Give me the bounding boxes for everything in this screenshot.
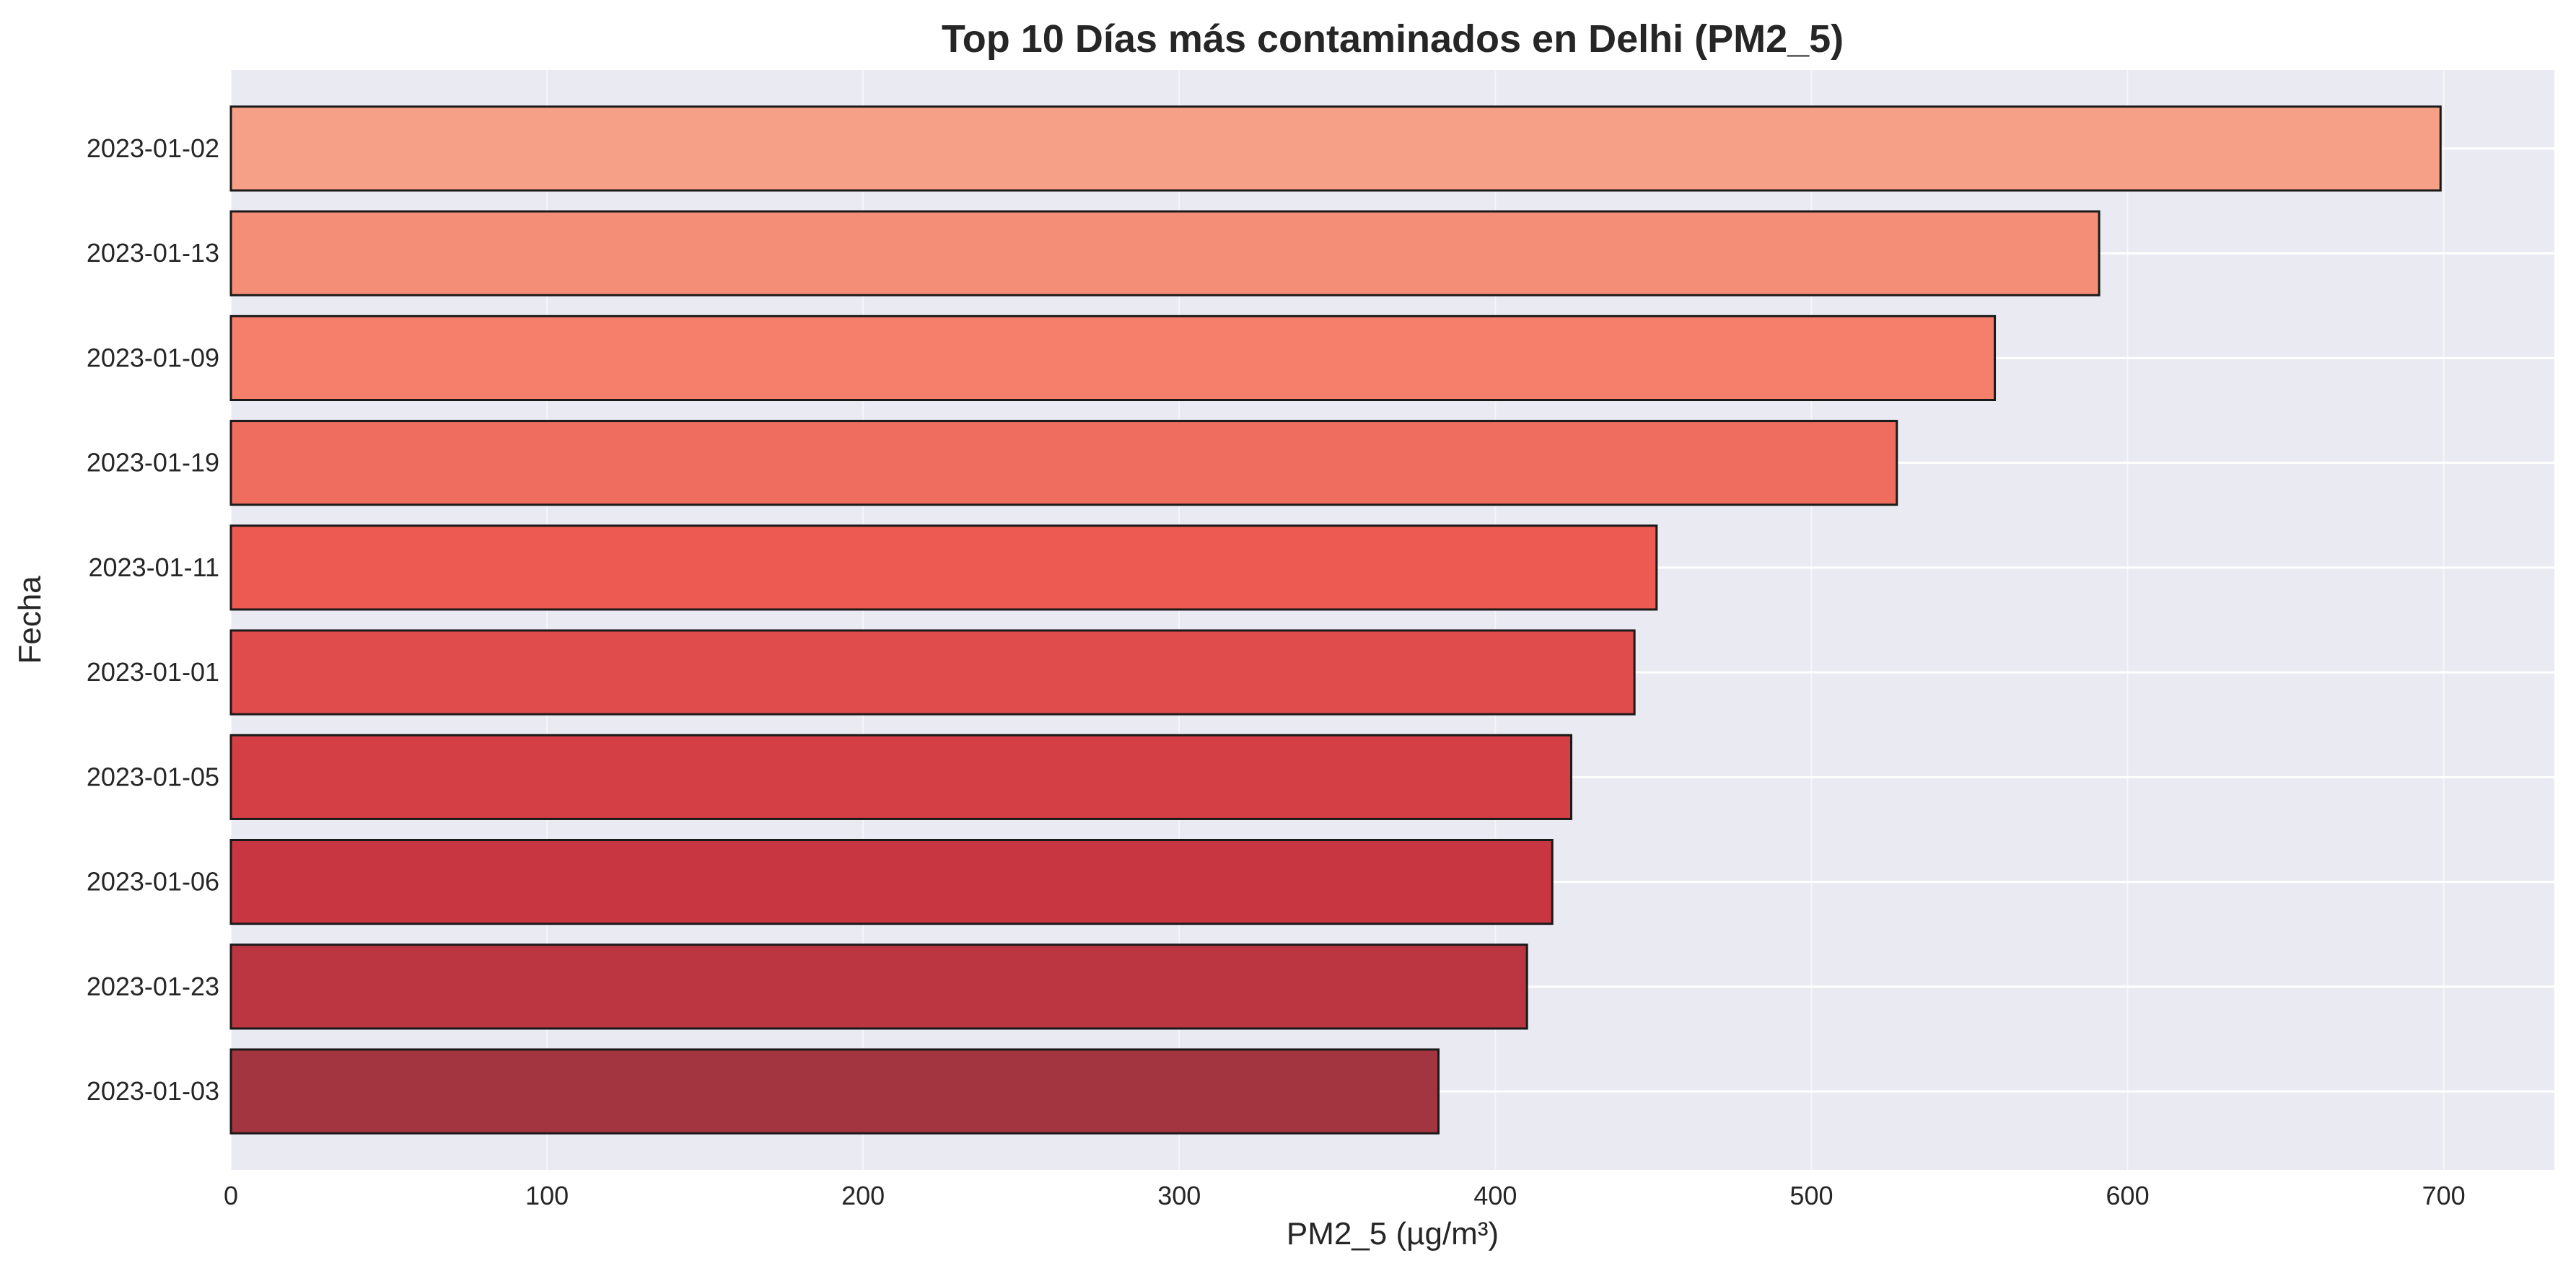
x-tick-label: 600	[2106, 1181, 2150, 1210]
y-tick-label: 2023-01-13	[87, 238, 219, 268]
bar-2023-01-06	[229, 839, 1554, 925]
y-tick-label: 2023-01-03	[87, 1076, 219, 1106]
x-tick-label: 500	[1789, 1181, 1833, 1210]
chart-title: Top 10 Días más contaminados en Delhi (P…	[942, 17, 1844, 61]
x-tick-label: 700	[2422, 1181, 2466, 1210]
y-tick-label: 2023-01-09	[87, 343, 219, 372]
bar-2023-01-11	[229, 524, 1658, 611]
y-tick-label: 2023-01-19	[87, 448, 219, 478]
y-tick-label: 2023-01-23	[87, 972, 219, 1001]
y-tick-label: 2023-01-05	[87, 762, 219, 791]
x-tick-label: 100	[525, 1181, 569, 1210]
y-tick-label: 2023-01-06	[87, 867, 219, 897]
x-axis-label: PM2_5 (µg/m³)	[1287, 1216, 1499, 1251]
x-tick-label: 0	[224, 1181, 238, 1210]
y-tick-label: 2023-01-02	[87, 133, 219, 163]
bar-2023-01-23	[229, 943, 1528, 1030]
x-tick-labels: 0 100 200 300 400 500 600 700	[224, 1181, 2466, 1210]
x-tick-label: 400	[1473, 1181, 1517, 1210]
bar-2023-01-19	[229, 420, 1898, 506]
bar-2023-01-01	[229, 629, 1636, 716]
x-tick-label: 200	[841, 1181, 885, 1210]
bar-2023-01-13	[229, 210, 2100, 296]
bars	[229, 105, 2442, 1135]
y-tick-label: 2023-01-11	[89, 553, 219, 582]
bar-2023-01-09	[229, 314, 1997, 401]
bar-2023-01-05	[229, 734, 1573, 820]
bar-2023-01-03	[229, 1048, 1440, 1135]
y-tick-labels: 2023-01-02 2023-01-13 2023-01-09 2023-01-19…	[87, 133, 219, 1106]
y-axis-label: Fecha	[12, 576, 48, 664]
bar-2023-01-02	[229, 105, 2442, 192]
x-tick-label: 300	[1157, 1181, 1201, 1210]
y-tick-label: 2023-01-01	[87, 657, 219, 687]
